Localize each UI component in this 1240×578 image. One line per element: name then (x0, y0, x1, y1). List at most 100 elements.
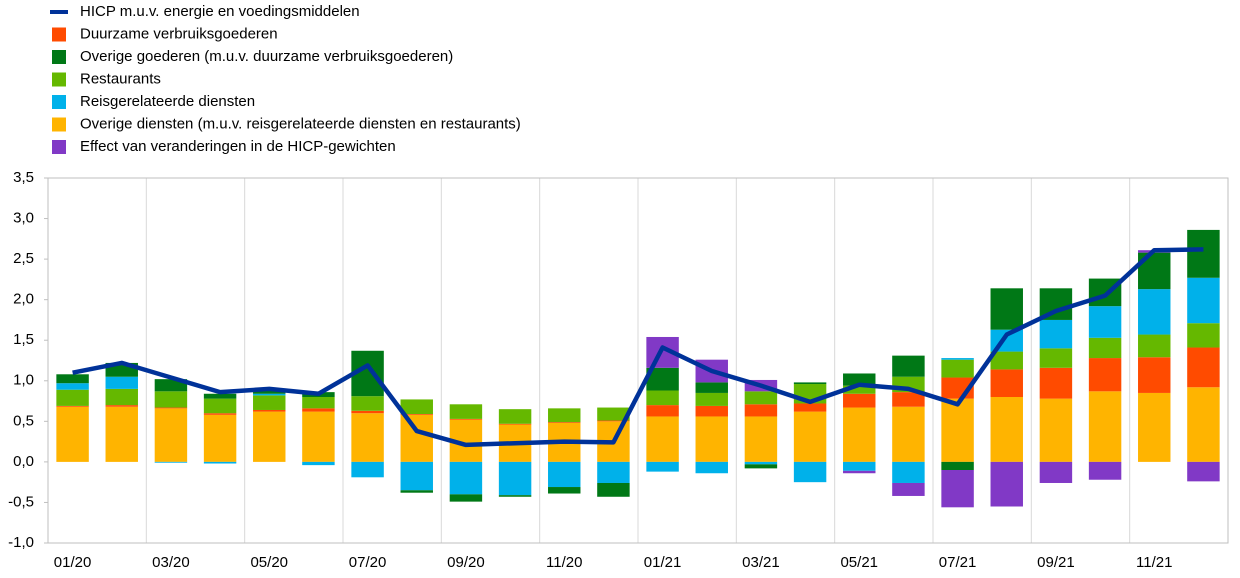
bar-segment (744, 404, 778, 417)
bar-segment (941, 461, 974, 470)
y-tick-label: 0,0 (13, 453, 34, 470)
bar-segment (56, 405, 89, 407)
bar-segment (351, 413, 384, 462)
bar-segment (105, 388, 138, 406)
bar-segment (548, 408, 581, 423)
bar-segment (892, 392, 925, 407)
bar-segment (793, 403, 827, 412)
bar-segment (154, 407, 188, 409)
bar-segment (105, 405, 138, 407)
bar-segment (1088, 306, 1122, 338)
bar-segment (105, 376, 138, 389)
bar-segment (154, 391, 188, 408)
x-tick-label: 07/20 (349, 554, 387, 571)
legend-label: Restaurants (80, 70, 161, 87)
bar-segment (253, 409, 286, 412)
x-tick-label: 09/21 (1037, 554, 1075, 571)
bar-segment (1138, 392, 1171, 462)
y-tick-label: 2,0 (13, 291, 34, 308)
legend-label: Duurzame verbruiksgoederen (80, 25, 278, 42)
bar-segment (400, 399, 433, 415)
x-tick-label: 09/20 (447, 554, 485, 571)
bar-segment (843, 393, 876, 408)
x-tick-label: 03/21 (742, 554, 780, 571)
bar-segment (56, 383, 89, 390)
bar-segment (1187, 323, 1220, 348)
bar-segment (253, 393, 286, 396)
bar-segment (498, 461, 532, 496)
legend-swatch (52, 117, 66, 132)
bar-segment (351, 461, 384, 478)
legend-swatch (52, 140, 66, 154)
bar-segment (253, 395, 286, 410)
bar-segment (1138, 289, 1171, 335)
bar-segment (744, 461, 778, 465)
bar-segment (1039, 367, 1073, 399)
x-tick-label: 11/20 (546, 554, 582, 571)
bar-segment (843, 373, 876, 386)
legend-label: Overige goederen (m.u.v. duurzame verbru… (80, 48, 453, 65)
bar-segment (1187, 229, 1220, 278)
y-tick-label: 0,5 (13, 412, 34, 429)
bar-segment (203, 413, 237, 415)
bar-segment (203, 414, 237, 462)
bar-segment (892, 482, 925, 496)
y-tick-label: 2,5 (13, 250, 34, 267)
legend-label: Overige diensten (m.u.v. reisgerelateerd… (80, 115, 521, 132)
bar-segment (56, 389, 89, 406)
x-tick-label: 11/21 (1136, 554, 1172, 571)
legend-label: HICP m.u.v. energie en voedingsmiddelen (80, 3, 360, 20)
bar-segment (646, 405, 679, 417)
bar-segment (1138, 334, 1171, 358)
bar-segment (1088, 358, 1122, 392)
bar-segment (1088, 337, 1122, 359)
x-tick-label: 03/20 (152, 554, 190, 571)
x-tick-label: 05/21 (840, 554, 878, 571)
bar-segment (695, 382, 728, 393)
bar-segment (498, 409, 532, 424)
bar-segment (990, 369, 1023, 397)
y-tick-label: 3,0 (13, 210, 34, 227)
plot-frame (47, 177, 1229, 544)
bar-segment (646, 416, 679, 462)
bar-segment (646, 461, 679, 472)
legend-swatch (52, 50, 66, 64)
bar-segment (548, 422, 581, 423)
bar-segment (1138, 357, 1171, 393)
bar-segment (941, 359, 974, 378)
bar-segment (1039, 461, 1073, 483)
bar-segment (449, 461, 483, 495)
bar-segment (302, 411, 335, 462)
bar-segment (449, 418, 483, 420)
bar-segment (744, 416, 778, 462)
bar-segment (990, 397, 1023, 462)
bar-segment (400, 414, 433, 462)
bar-segment (843, 385, 876, 394)
bar-segment (203, 461, 237, 464)
bar-segment (793, 411, 827, 462)
bar-segment (941, 358, 974, 360)
bar-segment (941, 470, 974, 508)
bar-segment (597, 461, 630, 483)
bar-segment (1187, 277, 1220, 324)
legend-label: Effect van veranderingen in de HICP-gewi… (80, 138, 396, 155)
legend-swatch (52, 72, 66, 87)
bar-segment (597, 407, 630, 421)
bar-segment (695, 461, 728, 474)
bar-segment (449, 404, 483, 419)
bar-segment (302, 461, 335, 466)
bar-segment (400, 490, 433, 493)
bar-segment (843, 470, 876, 474)
bar-segment (154, 461, 188, 463)
bar-segment (203, 393, 237, 399)
bar-segment (597, 420, 630, 422)
bar-segment (793, 382, 827, 385)
bar-segment (105, 406, 138, 462)
legend-swatch (52, 95, 66, 109)
bar-segment (56, 406, 89, 462)
bar-segment (351, 396, 384, 411)
bar-segment (892, 355, 925, 377)
line-series (72, 247, 1204, 448)
bar-segment (892, 461, 925, 483)
bar-segment (744, 464, 778, 469)
